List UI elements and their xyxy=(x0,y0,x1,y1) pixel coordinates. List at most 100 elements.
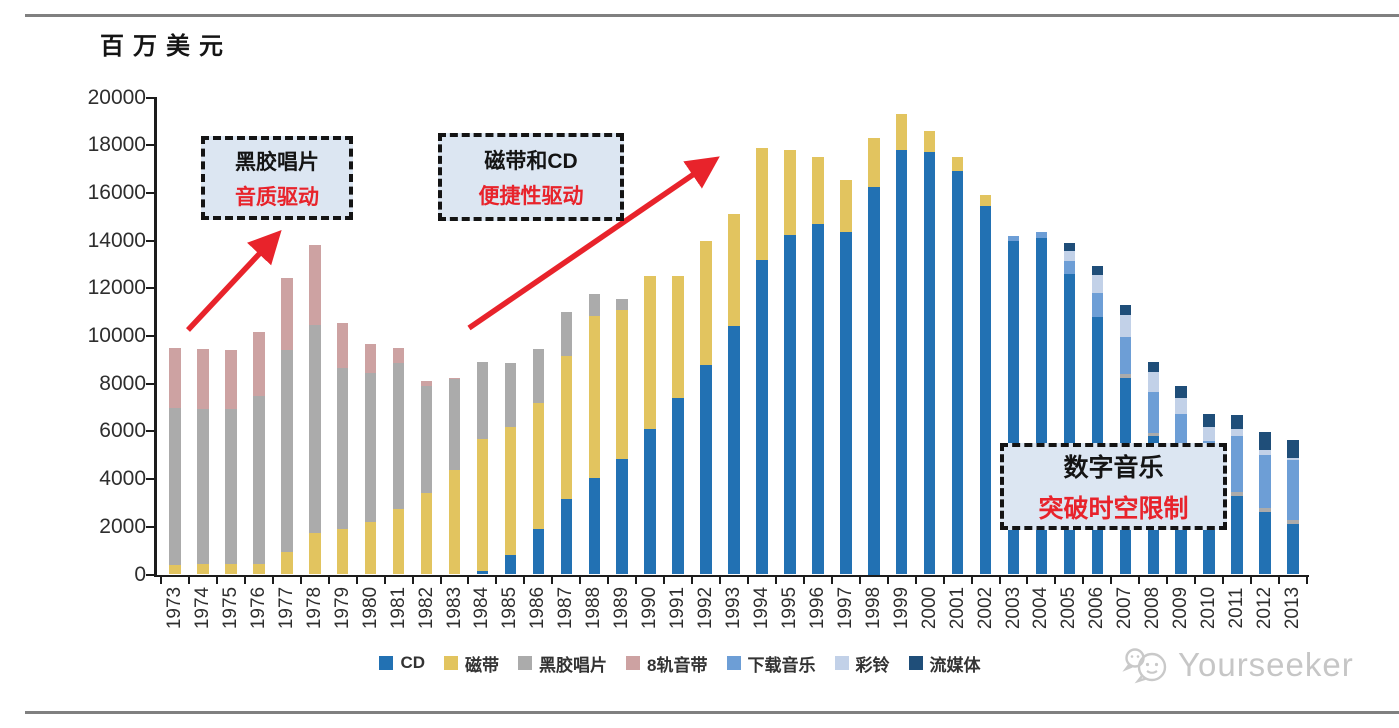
x-axis-tick xyxy=(271,576,274,584)
bar-segment-1985-黑胶唱片 xyxy=(504,363,517,427)
x-axis-label-2013: 2013 xyxy=(1282,586,1303,630)
legend-item-下载音乐: 下载音乐 xyxy=(726,651,816,676)
bar-segment-2013-彩铃 xyxy=(1287,457,1299,460)
bar-segment-1999-CD xyxy=(895,149,908,575)
x-axis-tick xyxy=(886,576,889,584)
bar-segment-1979-磁带 xyxy=(336,529,349,575)
legend-swatch-icon xyxy=(726,656,741,670)
bar-segment-1980-黑胶唱片 xyxy=(364,372,377,523)
bar-segment-2010-CD xyxy=(1203,486,1215,575)
bar-segment-1974-黑胶唱片 xyxy=(197,408,209,564)
x-axis-tick xyxy=(467,576,470,584)
bar-segment-2005-下载音乐 xyxy=(1063,260,1076,274)
x-axis-tick xyxy=(579,576,582,584)
bar-segment-1982-磁带 xyxy=(420,493,433,575)
bar-segment-1987-黑胶唱片 xyxy=(560,312,573,357)
x-axis-tick xyxy=(746,576,749,584)
x-axis-tick xyxy=(1026,576,1029,584)
y-axis-tick xyxy=(146,239,154,242)
bar-segment-1984-磁带 xyxy=(476,438,489,571)
x-axis-tick xyxy=(523,576,526,584)
y-axis-tick xyxy=(146,430,154,433)
x-axis-label-1990: 1990 xyxy=(639,586,661,630)
y-axis-tick xyxy=(146,478,154,481)
annotation-vinyl-title: 黑胶唱片 xyxy=(235,150,319,174)
x-axis-label-2010: 2010 xyxy=(1198,586,1220,630)
x-axis-tick xyxy=(774,576,777,584)
x-axis-label-1981: 1981 xyxy=(387,586,409,630)
x-axis-tick xyxy=(1222,576,1225,584)
x-axis-label-2012: 2012 xyxy=(1254,586,1276,630)
bar-segment-2007-下载音乐 xyxy=(1119,337,1132,375)
bar-segment-1996-磁带 xyxy=(812,157,824,224)
x-axis-label-1995: 1995 xyxy=(778,586,800,630)
bar-segment-2009-流媒体 xyxy=(1175,386,1187,398)
x-axis-label-2003: 2003 xyxy=(1002,586,1024,630)
bar-segment-1993-CD xyxy=(728,326,740,575)
legend-label: 下载音乐 xyxy=(747,655,816,675)
y-axis-tick-label: 20000 xyxy=(87,85,146,109)
x-axis-tick xyxy=(830,576,833,584)
x-axis-tick xyxy=(1166,576,1169,584)
bar-segment-1995-CD xyxy=(784,234,796,575)
bar-segment-1975-磁带 xyxy=(225,563,237,575)
bar-segment-2003-下载音乐 xyxy=(1007,235,1020,241)
x-axis-line xyxy=(154,574,1309,577)
bar-segment-1989-磁带 xyxy=(616,309,628,459)
bar-segment-1976-黑胶唱片 xyxy=(253,395,265,564)
bar-segment-1977-黑胶唱片 xyxy=(281,350,293,552)
legend-item-流媒体: 流媒体 xyxy=(908,651,981,676)
x-axis-label-1987: 1987 xyxy=(555,586,577,630)
legend-item-CD: CD xyxy=(379,653,425,673)
x-axis-label-2008: 2008 xyxy=(1142,586,1164,630)
x-axis-label-2009: 2009 xyxy=(1170,586,1192,630)
y-axis-tick xyxy=(146,96,154,99)
x-axis-label-1991: 1991 xyxy=(667,586,689,630)
legend-item-8轨音带: 8轨音带 xyxy=(626,651,708,676)
bar-segment-2004-下载音乐 xyxy=(1035,232,1048,239)
annotation-cassette-cd-title: 磁带和CD xyxy=(484,149,578,173)
x-axis-label-1993: 1993 xyxy=(723,586,744,630)
bar-segment-2012-彩铃 xyxy=(1259,450,1271,456)
y-axis-tick xyxy=(146,525,154,528)
bar-segment-1984-CD xyxy=(476,570,489,575)
x-axis-label-1979: 1979 xyxy=(331,586,353,630)
bar-segment-2008-彩铃 xyxy=(1147,371,1159,393)
bar-segment-2012-流媒体 xyxy=(1259,431,1271,451)
x-axis-label-1978: 1978 xyxy=(303,586,325,630)
x-axis-tick xyxy=(215,576,218,584)
bar-segment-1992-CD xyxy=(700,364,712,575)
bar-segment-1985-磁带 xyxy=(504,426,517,556)
bar-segment-1993-磁带 xyxy=(728,214,740,327)
legend-label: 黑胶唱片 xyxy=(539,655,608,675)
x-axis-label-2002: 2002 xyxy=(974,586,996,630)
x-axis-tick xyxy=(1250,576,1253,584)
x-axis-tick xyxy=(495,576,498,584)
x-axis-label-1983: 1983 xyxy=(443,586,465,630)
y-axis-tick xyxy=(146,335,154,337)
top-divider xyxy=(25,14,1399,17)
chart-legend: CD 磁带 黑胶唱片 8轨音带 下载音乐 彩铃 流媒体 xyxy=(140,648,1220,678)
bar-segment-2002-磁带 xyxy=(979,195,992,206)
bar-segment-1980-磁带 xyxy=(364,522,377,575)
x-axis-tick xyxy=(998,576,1001,584)
bar-segment-1973-磁带 xyxy=(169,564,181,575)
y-axis-tick xyxy=(146,144,154,147)
bar-segment-2013-下载音乐 xyxy=(1287,460,1299,520)
bar-segment-2001-磁带 xyxy=(951,157,964,172)
bar-segment-2011-流媒体 xyxy=(1231,415,1243,430)
bar-segment-2004-CD xyxy=(1035,238,1048,575)
bar-segment-2013-CD xyxy=(1287,524,1299,575)
bar-segment-2011-CD xyxy=(1231,495,1243,575)
x-axis-label-1977: 1977 xyxy=(275,586,297,630)
legend-item-磁带: 磁带 xyxy=(444,651,499,676)
bar-segment-2003-CD xyxy=(1007,240,1020,575)
bar-segment-2007-黑胶唱片 xyxy=(1119,374,1132,378)
bar-segment-1998-磁带 xyxy=(868,138,880,187)
bar-segment-1983-磁带 xyxy=(448,469,461,575)
bar-segment-2007-流媒体 xyxy=(1119,304,1132,315)
bar-segment-2005-CD xyxy=(1063,273,1076,575)
y-axis-tick-label: 2000 xyxy=(99,514,146,538)
bar-segment-1999-磁带 xyxy=(895,114,908,150)
